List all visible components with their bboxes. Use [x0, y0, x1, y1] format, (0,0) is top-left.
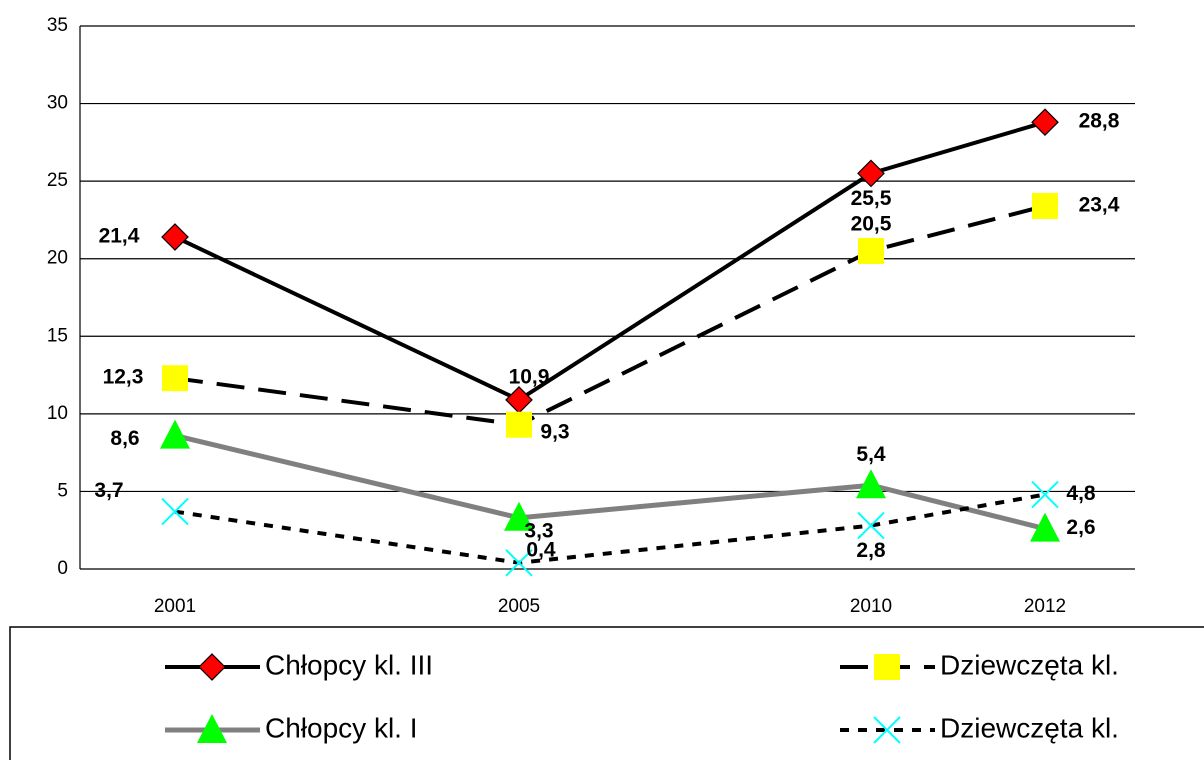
data-label: 2,8 [856, 539, 886, 562]
data-label: 3,7 [94, 479, 123, 502]
x-tick-label: 2001 [154, 596, 196, 617]
marker [874, 654, 900, 680]
marker [162, 365, 188, 392]
legend-label: Chłopcy kl. III [265, 649, 433, 680]
marker [161, 497, 189, 526]
y-tick-label: 10 [47, 403, 68, 424]
marker [160, 419, 190, 449]
data-label: 20,5 [851, 213, 892, 236]
y-tick-label: 20 [47, 248, 68, 269]
marker [505, 386, 533, 414]
data-label: 4,8 [1066, 482, 1096, 505]
marker [1032, 192, 1058, 219]
marker [506, 411, 532, 438]
marker [1031, 480, 1059, 509]
series-line [174, 433, 1046, 532]
data-label: 8,6 [110, 427, 139, 450]
y-tick-label: 25 [47, 170, 68, 191]
marker [858, 237, 884, 264]
marker [873, 716, 901, 744]
data-label: 25,5 [851, 187, 892, 210]
marker [1030, 512, 1060, 542]
data-label: 10,9 [509, 365, 550, 388]
series-line [174, 120, 1046, 403]
data-label: 2,6 [1066, 516, 1095, 539]
data-label: 9,3 [540, 420, 569, 443]
series-line [174, 204, 1046, 427]
data-label: 12,3 [103, 366, 144, 389]
series-line [174, 492, 1046, 565]
data-label: 21,4 [99, 225, 140, 248]
marker [161, 223, 189, 251]
marker [857, 511, 885, 540]
x-tick-label: 2005 [498, 596, 540, 617]
legend-label: Dziewczęta kl. [940, 649, 1119, 680]
marker [505, 549, 533, 577]
marker [1031, 108, 1059, 137]
data-label: 28,8 [1079, 110, 1120, 133]
y-tick-label: 5 [57, 480, 68, 501]
x-tick-label: 2010 [850, 596, 892, 617]
marker [197, 714, 227, 743]
legend-label: Chłopcy kl. I [265, 712, 418, 743]
y-tick-label: 35 [47, 15, 68, 36]
y-tick-label: 30 [47, 93, 68, 114]
data-label: 23,4 [1079, 194, 1120, 217]
data-label: 0,4 [526, 538, 556, 561]
marker [857, 159, 885, 188]
y-tick-label: 0 [57, 558, 68, 579]
legend-label: Dziewczęta kl. [940, 712, 1119, 743]
marker [198, 653, 226, 681]
marker [856, 469, 886, 499]
marker [504, 501, 534, 531]
y-tick-label: 15 [47, 325, 68, 346]
x-tick-label: 2012 [1024, 596, 1066, 617]
data-label: 3,3 [524, 519, 553, 542]
data-label: 5,4 [856, 443, 886, 466]
